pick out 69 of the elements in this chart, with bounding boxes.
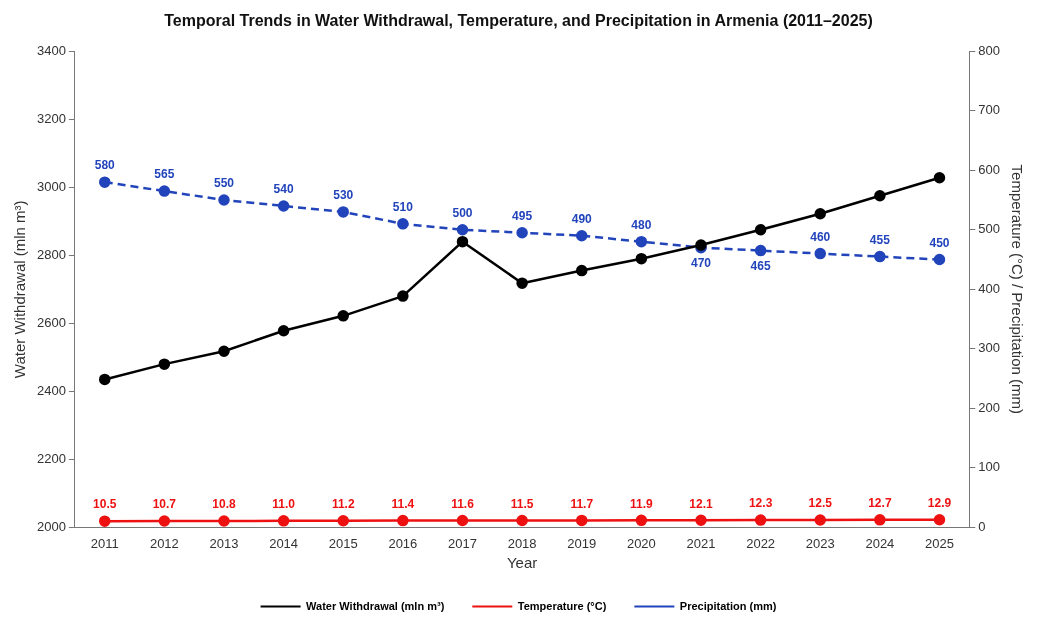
- data-label: 11.2: [331, 497, 355, 512]
- legend-label: Water Withdrawal (mln m³): [306, 599, 445, 612]
- data-label: 460: [810, 229, 831, 244]
- data-label: 540: [273, 182, 294, 197]
- data-label: 10.5: [93, 497, 117, 512]
- y-tick-label: 2600: [37, 314, 66, 330]
- y2-tick-label: 100: [978, 459, 1001, 475]
- data-label: 12.1: [689, 496, 713, 511]
- data-label: 450: [929, 235, 950, 250]
- x-tick-label: 2019: [567, 535, 597, 551]
- y-tick-label: 3400: [37, 42, 66, 58]
- x-tick-label: 2013: [209, 535, 239, 551]
- data-label: 495: [512, 209, 533, 224]
- y2-tick-label: 600: [978, 161, 1001, 177]
- legend-label: Precipitation (mm): [679, 599, 777, 612]
- x-tick-label: 2016: [388, 535, 418, 551]
- y2-axis-title: Temperature (°C) / Precipitation (mm): [1008, 164, 1026, 414]
- data-label: 11.9: [630, 496, 654, 511]
- data-label: 11.0: [272, 497, 296, 512]
- x-tick-label: 2025: [925, 535, 954, 551]
- data-label: 565: [154, 167, 175, 182]
- x-axis-title: Year: [506, 554, 538, 572]
- y-tick-label: 3000: [37, 178, 66, 194]
- y-axis-title: Water Withdrawal (mln m³): [11, 200, 29, 379]
- data-label: 12.5: [808, 496, 833, 511]
- x-tick-label: 2020: [626, 535, 656, 551]
- y2-tick-label: 500: [978, 221, 1001, 237]
- data-label: 12.3: [748, 496, 773, 511]
- x-tick-label: 2021: [686, 535, 716, 551]
- data-label: 470: [690, 255, 712, 270]
- data-label: 10.7: [152, 497, 177, 512]
- x-tick-label: 2022: [746, 535, 776, 551]
- x-tick-label: 2018: [507, 535, 537, 551]
- data-label: 510: [392, 200, 414, 215]
- data-label: 455: [869, 232, 891, 247]
- data-label: 12.7: [868, 496, 892, 511]
- data-label: 11.7: [570, 496, 594, 511]
- data-label: 490: [571, 212, 593, 227]
- y2-tick-label: 800: [978, 42, 1001, 58]
- y2-tick-label: 300: [978, 340, 1001, 356]
- data-label: 530: [333, 188, 354, 203]
- data-label: 11.6: [451, 496, 475, 511]
- data-label: 12.9: [927, 496, 952, 511]
- y2-tick-label: 200: [978, 399, 1001, 415]
- y-tick-label: 2400: [37, 382, 66, 398]
- legend-label: Temperature (°C): [517, 599, 607, 612]
- chart-title: Temporal Trends in Water Withdrawal, Temperature, and Precipitation in Armenia (2011–2025): [164, 12, 873, 30]
- x-tick-label: 2017: [448, 535, 477, 551]
- y-tick-label: 2000: [37, 518, 66, 534]
- data-label: 480: [631, 217, 652, 232]
- x-tick-label: 2024: [865, 535, 895, 551]
- data-label: 500: [452, 206, 473, 221]
- data-label: 10.8: [212, 497, 236, 512]
- x-tick-label: 2014: [269, 535, 299, 551]
- data-label: 11.5: [510, 496, 534, 511]
- y2-tick-label: 400: [978, 280, 1001, 296]
- y2-tick-label: 700: [978, 102, 1001, 118]
- data-label: 465: [750, 258, 771, 273]
- x-tick-label: 2015: [328, 535, 358, 551]
- x-tick-label: 2012: [149, 535, 179, 551]
- x-tick-label: 2023: [805, 535, 835, 551]
- data-label: 580: [94, 158, 116, 173]
- y-tick-label: 2200: [37, 450, 66, 466]
- data-label: 11.4: [391, 496, 415, 511]
- y-tick-label: 2800: [37, 246, 66, 262]
- y2-tick-label: 0: [978, 518, 986, 534]
- y-tick-label: 3200: [37, 110, 66, 126]
- x-tick-label: 2011: [90, 535, 119, 551]
- data-label: 550: [213, 176, 235, 191]
